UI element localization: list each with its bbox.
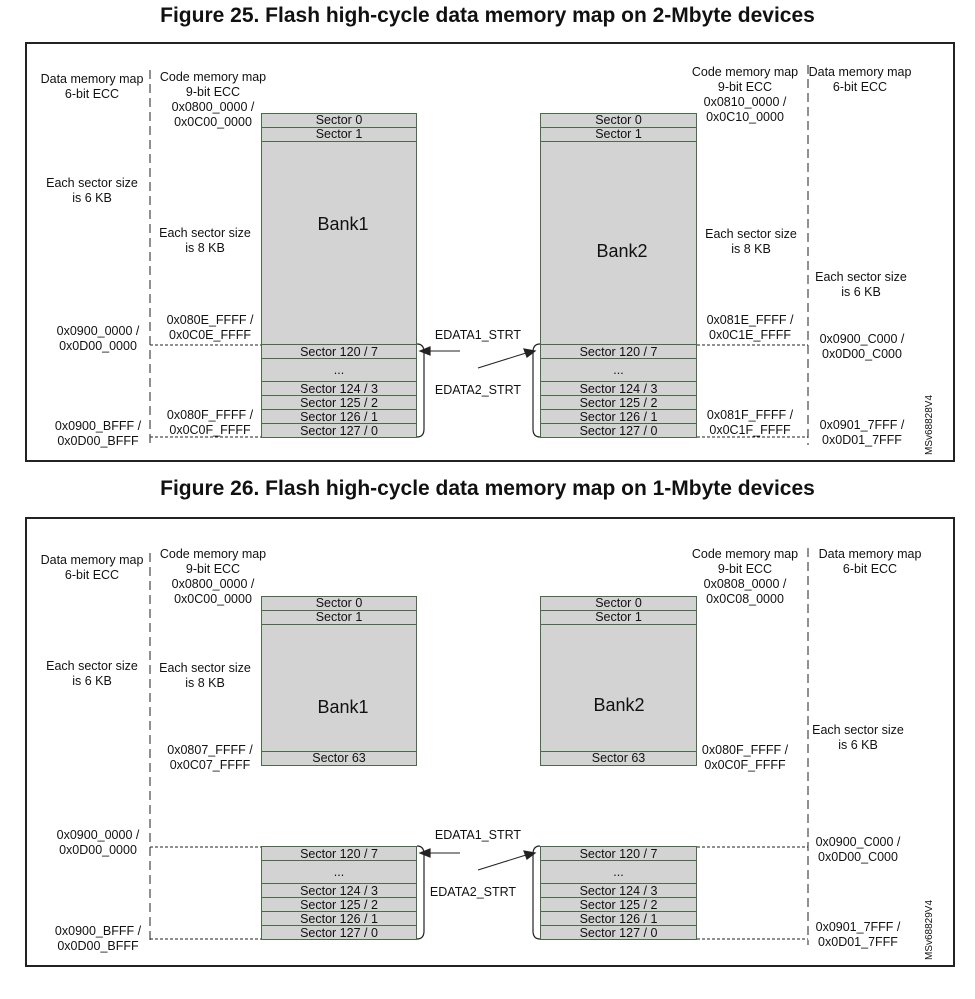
bank1-high-cycle-sector: Sector 127 / 0 <box>261 423 417 438</box>
data1-start-label: 0x0900_0000 / 0x0D00_0000 <box>56 828 140 857</box>
edata1-label: EDATA1_STRT <box>434 828 522 842</box>
left-code-map-label: Code memory map 9-bit ECC 0x0800_0000 / … <box>159 547 267 606</box>
bank2-high-cycle-sector: Sector 127 / 0 <box>540 423 697 438</box>
bank1-label: Bank1 <box>317 697 369 717</box>
edata1-arrowhead <box>418 346 431 356</box>
bank2-label: Bank2 <box>596 241 648 261</box>
left-sector-size-6-label: Each sector size is 6 KB <box>46 176 138 205</box>
bank1-end-addr-label: 0x080E_FFFF / 0x0C0E_FFFF <box>166 313 254 342</box>
data2-start-label: 0x0900_C000 / 0x0D00_C000 <box>815 835 901 864</box>
bank2-high-cycle-sector: Sector 127 / 0 <box>540 925 697 940</box>
bank1-high-cycle-sector: Sector 127 / 0 <box>261 925 417 940</box>
right-data-map-label: Data memory map 6-bit ECC <box>808 65 912 94</box>
bank1-end-addr-label: 0x0807_FFFF / 0x0C07_FFFF <box>167 743 253 772</box>
bank2-label: Bank2 <box>593 695 645 715</box>
bank1-sector-63: Sector 63 <box>261 751 417 766</box>
bank2-high-cycle-sector: Sector 125 / 2 <box>540 897 697 912</box>
figure-title: Figure 26. Flash high-cycle data memory … <box>160 477 815 500</box>
bank1-high-cycle-sector: Sector 124 / 3 <box>261 381 417 396</box>
left-sector-size-8-label: Each sector size is 8 KB <box>159 226 251 255</box>
bank2-end-addr-label: 0x080F_FFFF / 0x0C0F_FFFF <box>701 743 789 772</box>
bank2-sector-row: Sector 0 <box>540 596 697 611</box>
edata2-arrow-line <box>477 352 527 369</box>
data2-end-label: 0x0901_7FFF / 0x0D01_7FFF <box>815 920 901 949</box>
bank1-bracket <box>416 343 425 438</box>
data1-end-label: 0x0900_BFFF / 0x0D00_BFFF <box>54 924 142 953</box>
bank2-main-block <box>540 141 697 345</box>
bank1-high-cycle-sector: Sector 120 / 7 <box>261 344 417 359</box>
data2-end-label: 0x0901_7FFF / 0x0D01_7FFF <box>819 418 905 447</box>
bank1-last-addr-label: 0x080F_FFFF / 0x0C0F_FFFF <box>166 408 254 437</box>
edata1-arrowhead <box>418 848 431 858</box>
right-sector-size-6-label: Each sector size is 6 KB <box>812 723 904 752</box>
bank1-main-block <box>261 624 417 752</box>
bank1-high-cycle-sector: Sector 125 / 2 <box>261 395 417 410</box>
bank1-high-cycle-sector: ... <box>261 860 417 884</box>
right-code-map-label: Code memory map 9-bit ECC 0x0808_0000 / … <box>691 547 799 606</box>
data1-end-label: 0x0900_BFFF / 0x0D00_BFFF <box>54 419 142 448</box>
edata2-arrowhead <box>523 348 537 358</box>
left-data-map-label: Data memory map 6-bit ECC <box>40 553 144 582</box>
data1-start-label: 0x0900_0000 / 0x0D00_0000 <box>56 324 140 353</box>
right-code-map-label: Code memory map 9-bit ECC 0x0810_0000 / … <box>691 65 799 124</box>
bank1-label: Bank1 <box>317 214 369 234</box>
figure-frame <box>25 42 955 462</box>
right-sector-size-6-label: Each sector size is 6 KB <box>815 270 907 299</box>
edata2-arrow-line <box>477 854 527 871</box>
bank1-high-cycle-sector: ... <box>261 358 417 382</box>
bank2-bracket <box>532 343 541 438</box>
right-sector-size-8-label: Each sector size is 8 KB <box>705 227 797 256</box>
bank2-high-cycle-sector: ... <box>540 860 697 884</box>
bank2-sector-row: Sector 1 <box>540 610 697 625</box>
figure-title: Figure 25. Flash high-cycle data memory … <box>160 4 815 27</box>
bank1-main-block <box>261 141 417 345</box>
edata1-label: EDATA1_STRT <box>434 328 522 342</box>
edata2-label: EDATA2_STRT <box>429 885 517 899</box>
right-data-map-label: Data memory map 6-bit ECC <box>818 547 922 576</box>
figure-frame <box>25 517 955 967</box>
left-sector-size-6-label: Each sector size is 6 KB <box>46 659 138 688</box>
bank2-sector-63: Sector 63 <box>540 751 697 766</box>
bank2-end-addr-label: 0x081E_FFFF / 0x0C1E_FFFF <box>706 313 794 342</box>
bank2-high-cycle-sector: ... <box>540 358 697 382</box>
bank2-bracket <box>532 845 541 940</box>
edata2-label: EDATA2_STRT <box>434 383 522 397</box>
left-sector-size-8-label: Each sector size is 8 KB <box>159 661 251 690</box>
bank1-bracket <box>416 845 425 940</box>
bank1-sector-row: Sector 0 <box>261 596 417 611</box>
bank2-high-cycle-sector: Sector 120 / 7 <box>540 344 697 359</box>
left-code-map-label: Code memory map 9-bit ECC 0x0800_0000 / … <box>159 70 267 129</box>
bank2-last-addr-label: 0x081F_FFFF / 0x0C1F_FFFF <box>706 408 794 437</box>
edata2-arrowhead <box>523 850 537 860</box>
left-data-map-label: Data memory map 6-bit ECC <box>40 72 144 101</box>
data2-start-label: 0x0900_C000 / 0x0D00_C000 <box>819 332 905 361</box>
